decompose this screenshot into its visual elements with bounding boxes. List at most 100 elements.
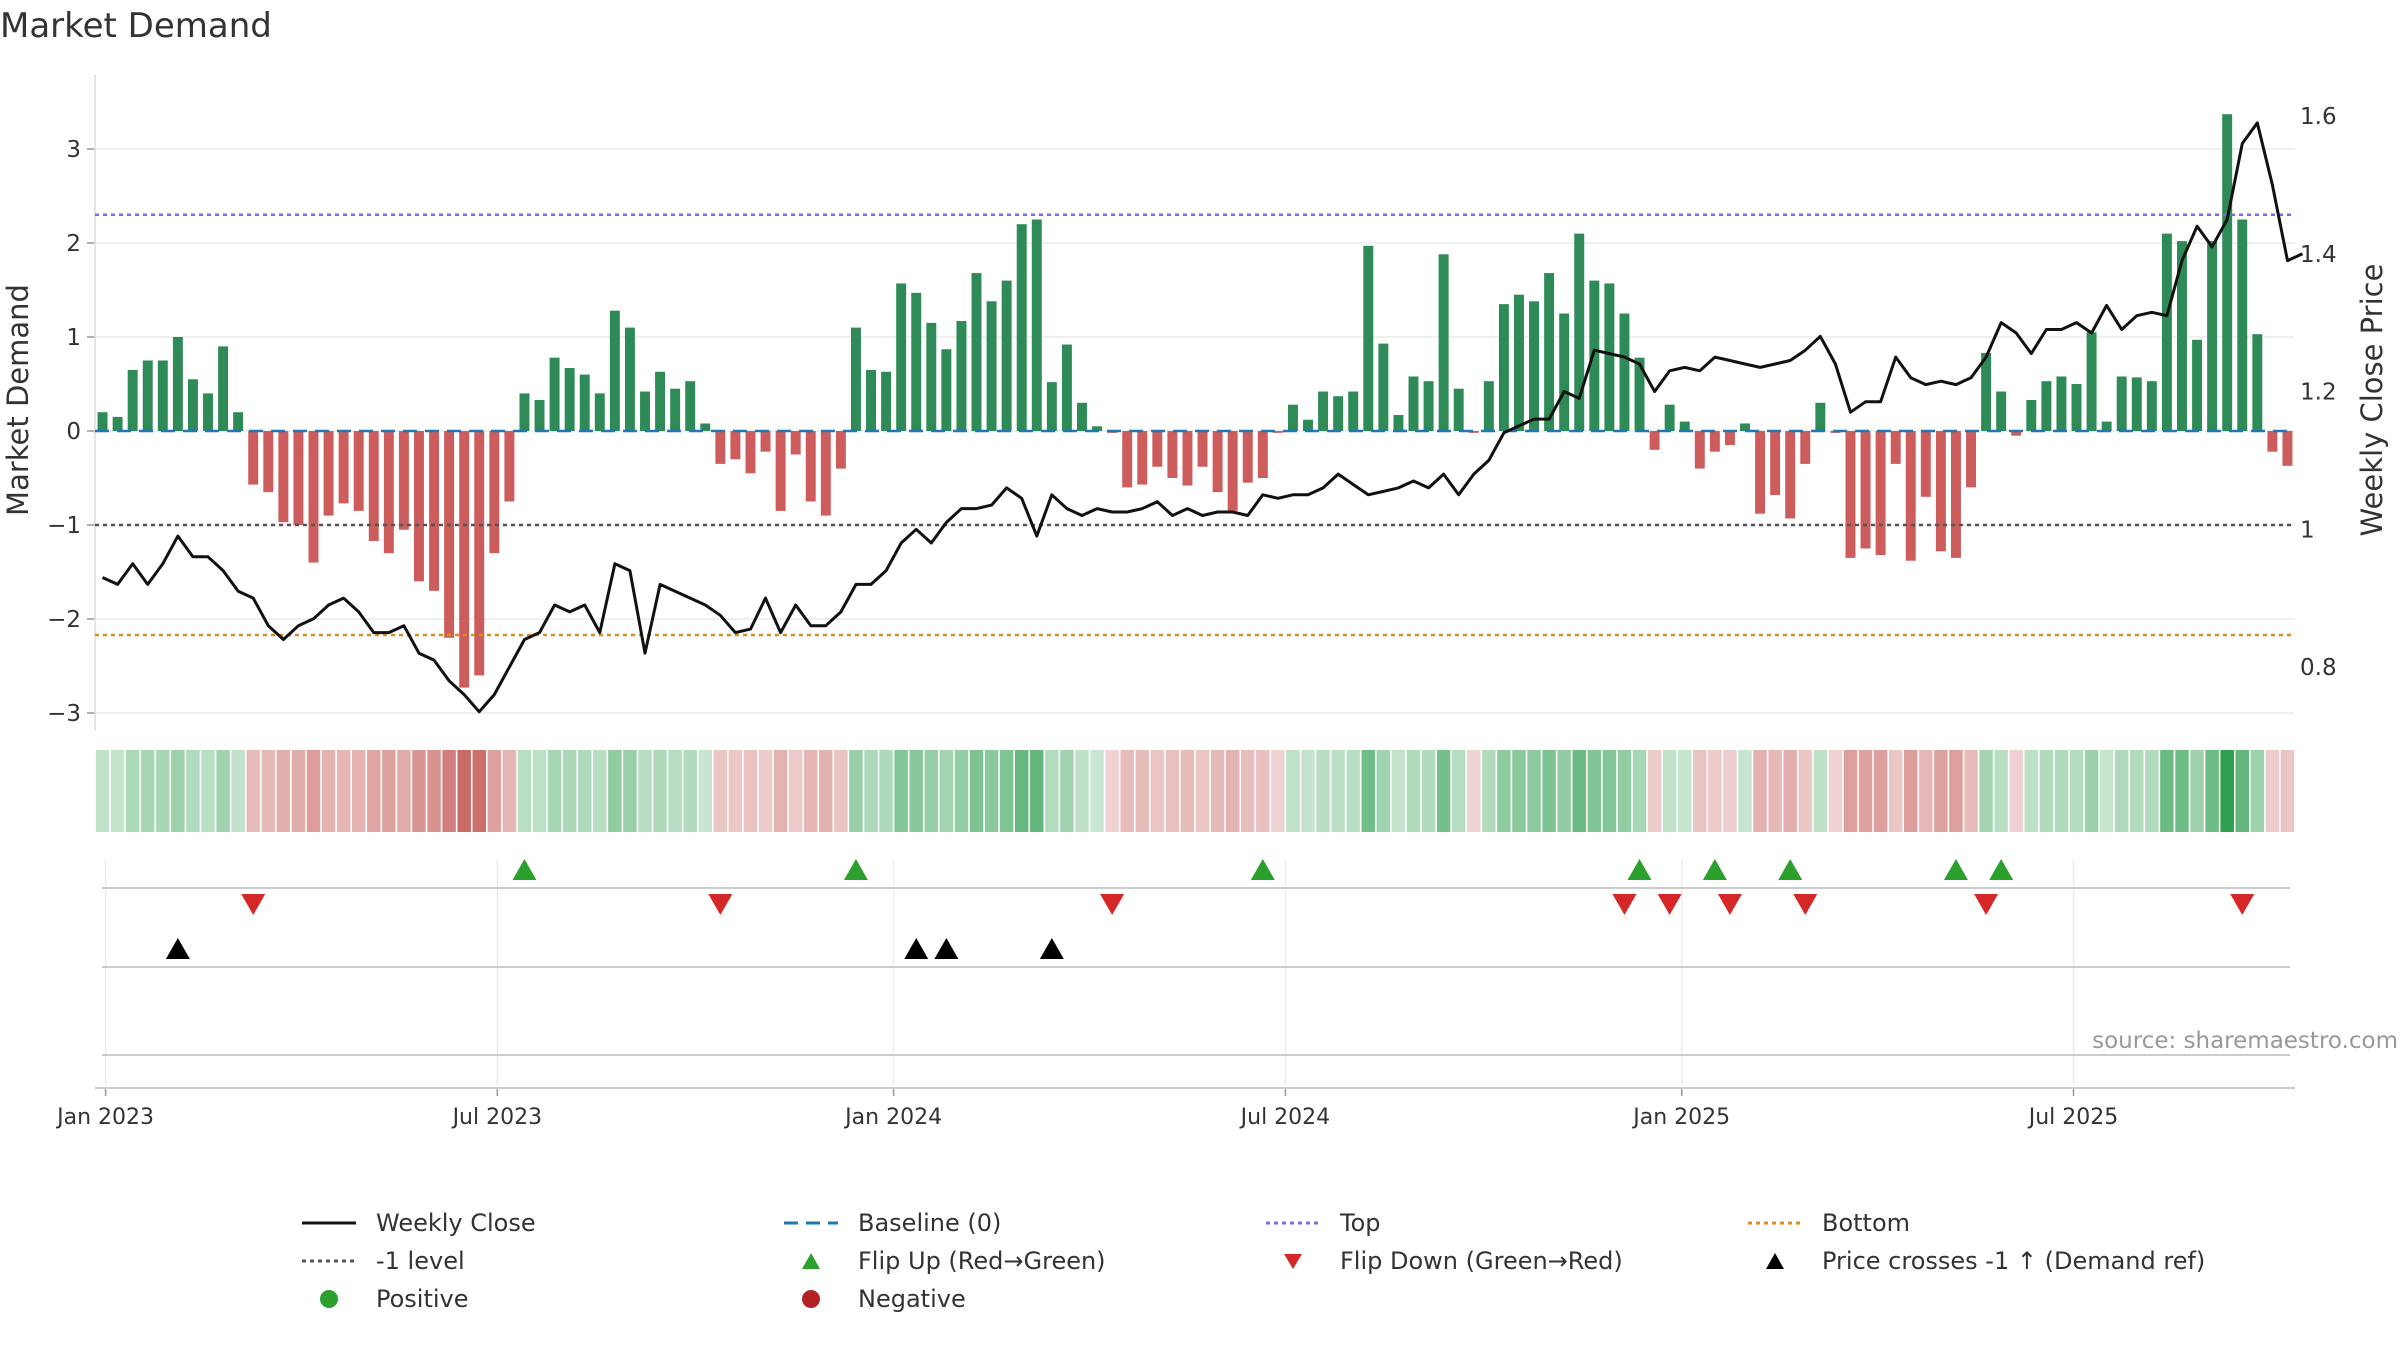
legend-label-top: Top	[1340, 1209, 1381, 1237]
black-up-triangle-icon	[1766, 1253, 1784, 1269]
demand-bar-negative	[1182, 431, 1193, 486]
x-tick-label: Jul 2025	[2027, 1105, 2119, 1130]
heat-strip-cell	[1195, 750, 1210, 832]
y-tick-label-right: 1.6	[2300, 104, 2337, 130]
heat-strip-cell	[1421, 750, 1436, 832]
heat-strip-cell	[1271, 750, 1285, 832]
demand-bar-negative	[1920, 431, 1931, 497]
demand-bar-negative	[1468, 431, 1479, 433]
demand-bar-negative	[1649, 431, 1660, 450]
heat-strip-cell	[1542, 750, 1556, 832]
demand-bar-negative	[1709, 431, 1720, 452]
demand-bar-positive	[670, 388, 681, 431]
heat-strip-cell	[1090, 750, 1104, 832]
demand-bar-positive	[172, 337, 183, 431]
heat-strip-cell	[532, 750, 547, 832]
demand-bar-negative	[263, 431, 274, 493]
heat-strip-cell	[1316, 750, 1330, 832]
demand-bar-positive	[1092, 426, 1103, 431]
heat-strip-cell	[1527, 750, 1541, 832]
heat-strip-cell	[351, 750, 366, 832]
heat-strip-cell	[1060, 750, 1074, 832]
heat-strip-cell	[668, 750, 682, 832]
legend-item-baseline: Baseline (0)	[782, 1206, 1001, 1240]
heat-strip-cell	[758, 750, 773, 832]
heat-strip-cell	[1497, 750, 1511, 832]
demand-bar-negative	[1755, 431, 1766, 514]
heat-strip-cell	[502, 750, 517, 832]
heat-strip-cell	[1949, 750, 1963, 832]
demand-bar-positive	[1514, 294, 1524, 431]
demand-bar-positive	[609, 310, 620, 431]
red-down-triangle-icon	[1284, 1254, 1302, 1269]
demand-bar-positive	[1664, 404, 1675, 431]
heat-strip-cell	[412, 750, 426, 832]
flip-up-marker	[1627, 859, 1652, 880]
chart-title: Market Demand	[0, 6, 272, 46]
demand-bar-negative	[248, 431, 259, 485]
demand-bar-positive	[1981, 352, 1992, 431]
price-cross-marker	[165, 938, 190, 959]
demand-bar-positive	[640, 391, 650, 431]
heat-strip-cell	[2175, 750, 2189, 832]
heat-strip-cell	[924, 750, 939, 832]
demand-bar-positive	[1348, 391, 1359, 431]
demand-bar-positive	[2177, 241, 2187, 431]
demand-bar-negative	[835, 431, 846, 469]
x-tick-label: Jan 2024	[843, 1105, 942, 1130]
heat-strip-cell	[2265, 750, 2280, 832]
heat-strip-cell	[1406, 750, 1421, 832]
heat-strip-cell	[517, 750, 532, 832]
heat-strip-cell	[1904, 750, 1918, 832]
heat-strip-cell	[894, 750, 908, 832]
demand-bar-positive	[2131, 377, 2142, 431]
heat-strip-cell	[2235, 750, 2249, 832]
heat-strip-cell	[1467, 750, 1481, 832]
heat-strip-cell	[562, 750, 577, 832]
heat-strip-cell	[125, 750, 140, 832]
heat-strip-cell	[1376, 750, 1391, 832]
heat-strip-cell	[1346, 750, 1360, 832]
heat-strip-cell	[713, 750, 728, 832]
demand-bar-negative	[805, 431, 816, 502]
demand-bar-negative	[293, 431, 304, 525]
heat-strip-cell	[1708, 750, 1722, 832]
legend-label-minus1: -1 level	[376, 1247, 465, 1275]
demand-bar-negative	[1950, 431, 1961, 558]
demand-bar-negative	[1212, 431, 1223, 493]
heat-strip-cell	[2069, 750, 2084, 832]
heat-strip-cell	[1014, 750, 1029, 832]
demand-bar-positive	[2086, 332, 2097, 431]
green-dot-icon	[320, 1290, 338, 1308]
demand-bar-negative	[730, 431, 741, 460]
demand-bar-positive	[986, 301, 997, 431]
legend-label-positive: Positive	[376, 1285, 469, 1313]
heat-strip-cell	[2145, 750, 2159, 832]
x-tick-label: Jul 2024	[1239, 1105, 1331, 1130]
demand-bar-negative	[1242, 431, 1253, 483]
heat-strip-cell	[954, 750, 969, 832]
legend-label-flip-up: Flip Up (Red→Green)	[858, 1247, 1106, 1275]
heat-strip-cell	[427, 750, 441, 832]
demand-bar-positive	[911, 292, 922, 431]
heat-strip-cell	[306, 750, 321, 832]
legend-label-flip-down: Flip Down (Green→Red)	[1340, 1247, 1623, 1275]
demand-bar-positive	[881, 371, 892, 431]
heat-strip-cell	[638, 750, 652, 832]
y-tick-label-left: −1	[47, 513, 81, 539]
y-tick-label-right: 1	[2300, 517, 2315, 543]
demand-bar-positive	[112, 416, 123, 431]
demand-bar-positive	[97, 412, 108, 431]
heat-strip-cell	[1557, 750, 1571, 832]
demand-bar-positive	[2071, 384, 2082, 431]
legend-label-negative: Negative	[858, 1285, 966, 1313]
heat-strip-cell	[1256, 750, 1270, 832]
heat-strip-cell	[367, 750, 381, 832]
demand-bar-positive	[1634, 357, 1645, 431]
demand-bar-negative	[1167, 431, 1178, 478]
heat-strip-cell	[1105, 750, 1119, 832]
heat-strip-cell	[1180, 750, 1195, 832]
heat-strip-cell	[1512, 750, 1526, 832]
heat-strip-cell	[2054, 750, 2069, 832]
demand-bar-negative	[2267, 431, 2278, 452]
